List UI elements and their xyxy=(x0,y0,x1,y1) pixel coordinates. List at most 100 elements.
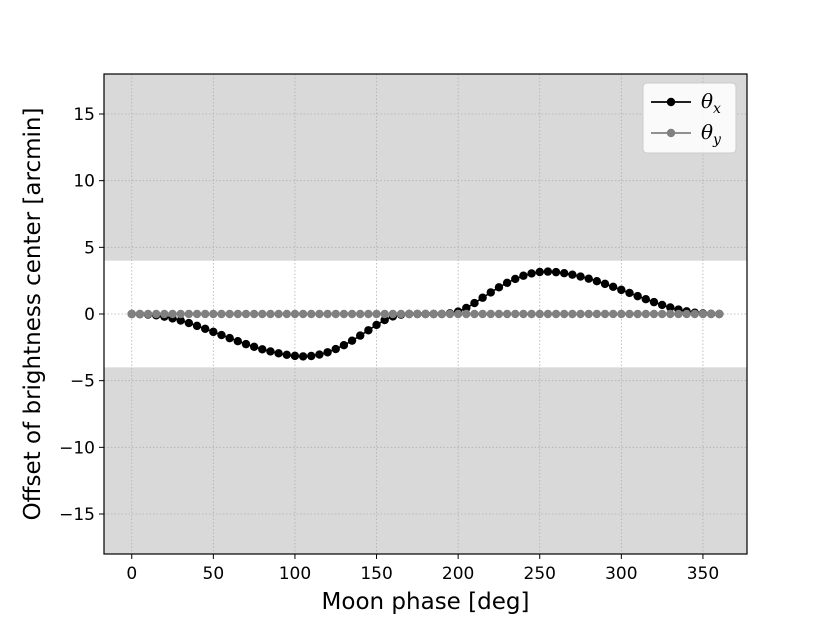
data-point xyxy=(258,309,267,319)
data-point xyxy=(274,349,283,358)
x-tick-label: 150 xyxy=(360,564,392,584)
data-point xyxy=(584,309,593,319)
data-point xyxy=(576,272,585,281)
data-point xyxy=(233,337,243,346)
data-point xyxy=(527,309,536,319)
x-tick-label: 300 xyxy=(605,564,637,584)
data-point xyxy=(176,316,185,325)
data-point xyxy=(307,309,316,319)
data-point xyxy=(290,351,300,361)
y-tick-label: 15 xyxy=(73,105,95,125)
data-point xyxy=(502,278,512,287)
data-point xyxy=(217,309,226,319)
data-point xyxy=(657,309,667,319)
data-point xyxy=(364,309,373,319)
data-point xyxy=(600,279,610,289)
data-point xyxy=(388,309,398,319)
y-axis-ticks: −15 −10 −5 0 5 10 15 xyxy=(59,105,104,525)
data-point xyxy=(282,350,291,359)
data-point xyxy=(592,277,602,286)
legend-marker xyxy=(666,128,676,138)
data-point xyxy=(535,267,544,277)
x-tick-label: 100 xyxy=(279,564,311,584)
data-point xyxy=(608,282,618,291)
data-point xyxy=(339,309,349,319)
data-point xyxy=(249,342,259,351)
data-point xyxy=(543,309,553,319)
data-point xyxy=(519,271,528,280)
data-point xyxy=(347,336,357,345)
data-point xyxy=(192,321,202,331)
data-point xyxy=(617,309,626,319)
data-point xyxy=(217,330,226,340)
data-point xyxy=(364,326,373,335)
data-point xyxy=(413,309,422,319)
y-tick-label: 0 xyxy=(84,305,95,325)
data-point xyxy=(511,274,520,284)
data-point xyxy=(617,285,626,295)
data-point xyxy=(184,309,194,319)
data-point xyxy=(674,309,683,319)
data-point xyxy=(478,293,487,302)
data-point xyxy=(421,309,430,319)
shaded-region-1 xyxy=(104,367,747,554)
legend-entry-x: θx xyxy=(651,89,721,117)
data-point xyxy=(233,309,243,319)
data-point xyxy=(470,309,479,319)
data-point xyxy=(372,320,381,330)
data-point xyxy=(445,309,455,319)
x-tick-label: 200 xyxy=(442,564,474,584)
legend-label: θx xyxy=(701,89,721,117)
y-tick-label: 5 xyxy=(84,238,95,258)
data-point xyxy=(241,309,251,319)
data-point xyxy=(249,309,259,319)
data-point xyxy=(372,309,381,319)
data-point xyxy=(682,309,691,319)
data-point xyxy=(209,327,218,337)
data-point xyxy=(543,267,553,276)
data-point xyxy=(135,309,145,319)
data-point xyxy=(657,300,667,310)
legend-marker xyxy=(666,97,676,107)
data-point xyxy=(380,315,389,325)
data-point xyxy=(462,303,471,313)
series-layer xyxy=(127,267,724,361)
data-point xyxy=(551,267,561,277)
data-point xyxy=(462,309,471,319)
data-point xyxy=(323,309,332,319)
data-point xyxy=(641,309,651,319)
data-point xyxy=(152,309,161,319)
data-point xyxy=(315,350,324,359)
data-point xyxy=(551,309,561,319)
data-point xyxy=(200,309,210,319)
data-point xyxy=(600,309,610,319)
x-axis-ticks: 0 50 100 150 200 250 300 350 xyxy=(126,554,719,584)
data-point xyxy=(331,309,340,319)
data-point xyxy=(274,309,283,319)
data-point xyxy=(568,309,577,319)
y-tick-label: −5 xyxy=(70,372,95,392)
data-point xyxy=(453,309,463,319)
data-point xyxy=(143,309,153,319)
legend-label: θy xyxy=(701,120,722,148)
data-point xyxy=(192,309,202,319)
data-point xyxy=(649,297,659,307)
legend-entry-y: θy xyxy=(651,120,722,148)
x-tick-label: 250 xyxy=(524,564,556,584)
data-point xyxy=(266,347,275,356)
data-point xyxy=(184,318,194,328)
data-point xyxy=(160,309,169,319)
data-point xyxy=(298,352,308,361)
data-point xyxy=(478,309,487,319)
data-point xyxy=(315,309,324,319)
data-point xyxy=(486,288,495,297)
data-point xyxy=(641,295,651,304)
data-point xyxy=(339,341,349,350)
data-point xyxy=(225,333,234,343)
data-point xyxy=(486,309,495,319)
data-point xyxy=(437,309,447,319)
data-point xyxy=(356,309,365,319)
y-tick-label: −10 xyxy=(59,438,95,458)
x-tick-label: 50 xyxy=(203,564,225,584)
data-point xyxy=(666,303,675,312)
